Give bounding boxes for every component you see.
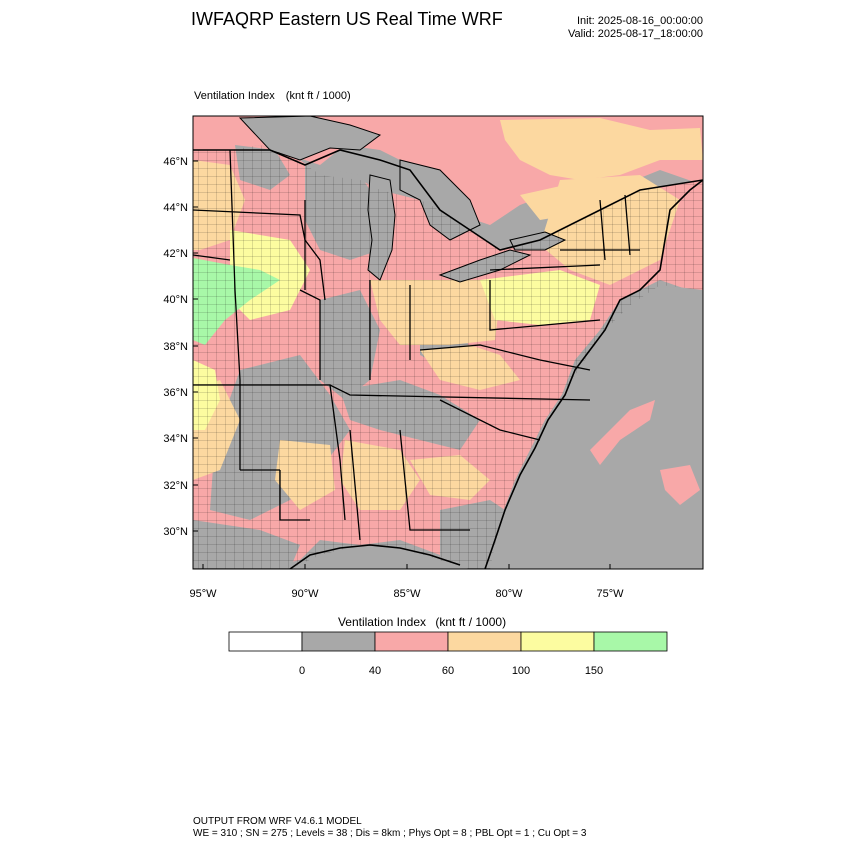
lon-label: 75°W [596,588,624,600]
lat-label: 46°N [163,156,188,168]
colorbar-label: 150 [585,665,603,677]
lat-label: 44°N [163,202,188,214]
canada-orange-zone [500,118,703,180]
colorbar-units: (knt ft / 1000) [435,615,507,629]
lat-label: 30°N [163,526,188,538]
main-title: IWFAQRP Eastern US Real Time WRF [191,9,503,29]
longitude-ticks: 95°W 90°W 85°W 80°W 75°W [189,564,624,600]
lat-label: 32°N [163,480,188,492]
valid-time: Valid: 2025-08-17_18:00:00 [568,28,703,40]
colorbar-box [593,631,668,652]
colorbar-title: Ventilation Index (knt ft / 1000) [0,615,850,629]
lon-label: 85°W [393,588,421,600]
lat-label: 40°N [163,294,188,306]
colorbar-box [374,631,449,652]
colorbar-field-name: Ventilation Index [337,615,427,629]
colorbar-box [228,631,303,652]
colorbar-label: 0 [299,665,305,677]
footer-config-line: WE = 310 ; SN = 275 ; Levels = 38 ; Dis … [193,828,587,839]
panel-field-units: (knt ft / 1000) [285,90,351,102]
colorbar: 0 40 60 100 150 [228,631,668,677]
lat-label: 42°N [163,248,188,260]
lon-label: 95°W [189,588,217,600]
colorbar-label: 100 [512,665,530,677]
state-boundaries [193,149,640,541]
lon-label: 90°W [291,588,319,600]
colorbar-box [520,631,595,652]
panel-title: Ventilation Index (knt ft / 1000) [194,90,359,102]
coastlines [289,179,703,569]
latitude-ticks: 46°N 44°N 42°N 40°N 38°N 36°N 34°N 32°N 30°N [163,156,198,538]
footer: OUTPUT FROM WRF V4.6.1 MODEL WE = 310 ; … [193,816,586,840]
atlantic-ocean [490,285,703,569]
init-valid-times: Init: 2025-08-16_00:00:00 Valid: 2025-08… [520,15,703,41]
lat-label: 34°N [163,433,188,445]
lon-label: 80°W [495,588,523,600]
international-border [193,149,703,251]
colorbar-label: 60 [442,665,454,677]
colorbar-box [447,631,522,652]
map-frame [192,115,704,570]
footer-model-line: OUTPUT FROM WRF V4.6.1 MODEL [193,816,362,827]
colorbar-label: 40 [369,665,381,677]
gulf-of-mexico [193,545,470,569]
lat-label: 36°N [163,387,188,399]
offshore-pink-streak-1 [590,400,655,465]
county-lines [193,145,703,569]
offshore-pink-streak-2 [660,465,700,505]
init-time: Init: 2025-08-16_00:00:00 [577,15,703,27]
map-plot-area [193,116,703,569]
panel-field-name: Ventilation Index [194,90,275,102]
colorbar-box [301,631,376,652]
lat-label: 38°N [163,341,188,353]
